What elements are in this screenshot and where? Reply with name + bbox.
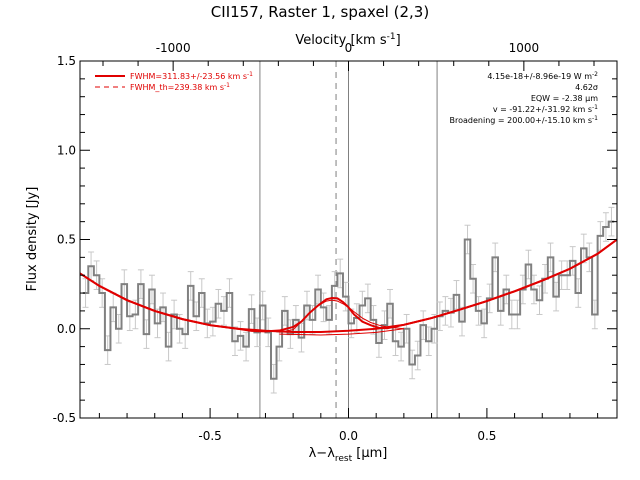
- y-tick-label: 1.0: [57, 143, 76, 157]
- plot-axes: [79, 60, 618, 419]
- x-axis-label-sub: rest: [335, 454, 353, 464]
- top-tick-label: 0: [345, 41, 353, 55]
- legend-entry-fwhm-sup: -1: [247, 71, 253, 78]
- tick-labels: -0.5 0.0 0.5 -1000 0 1000 -0.5 0.0 0.5 1.0 1.5: [53, 41, 540, 443]
- fit-total-curve: [79, 238, 618, 333]
- annotation-line-flux: 4.15e-18+/-8.96e-19 W m-2: [487, 71, 598, 81]
- y-tick-label: 1.5: [57, 54, 76, 68]
- x-tick-label: 0.5: [477, 429, 496, 443]
- annotation-significance: 4.62σ: [575, 83, 598, 92]
- chart-title: CII157, Raster 1, spaxel (2,3): [211, 3, 429, 21]
- annotation-line-flux-main: 4.15e-18+/-8.96e-19 W m: [487, 72, 592, 81]
- legend-entry-fwhm: FWHM=311.83+/-23.56 km s-1: [130, 71, 253, 81]
- top-axis-label-end: ]: [396, 33, 401, 48]
- x-axis-label-main: λ−λ: [309, 446, 336, 461]
- annotation-line-flux-sup: -2: [592, 71, 598, 78]
- annotation-broadening: Broadening = 200.00+/-15.10 km s-1: [450, 115, 599, 125]
- legend-entry-fwhm-main: FWHM=311.83+/-23.56 km s: [130, 72, 247, 81]
- reference-lines: [259, 61, 438, 418]
- annotation-eqw-main: EQW = -2.38 μm: [531, 94, 598, 103]
- annotation-velocity-main: v = -91.22+/-31.92 km s: [493, 105, 592, 114]
- top-axis-label-main: Velocity [km s: [295, 33, 387, 48]
- y-axis-label: Flux density [Jy]: [25, 187, 40, 292]
- x-tick-label: -0.5: [198, 429, 221, 443]
- top-axis-label: Velocity [km s-1]: [295, 32, 400, 48]
- top-tick-label: -1000: [156, 41, 191, 55]
- annotation-velocity: v = -91.22+/-31.92 km s-1: [493, 104, 598, 114]
- y-tick-label: -0.5: [53, 411, 76, 425]
- annotation-significance-main: 4.62σ: [575, 83, 598, 92]
- legend: FWHM=311.83+/-23.56 km s-1 FWHM_th=239.3…: [95, 71, 253, 92]
- x-axis-label: λ−λrest [μm]: [309, 446, 388, 464]
- fit-curves: [79, 238, 618, 336]
- legend-entry-fwhm-th: FWHM_th=239.38 km s-1: [130, 82, 230, 92]
- x-axis-label-unit: [μm]: [352, 446, 387, 461]
- data-histogram: [82, 220, 615, 380]
- annotation-eqw: EQW = -2.38 μm: [531, 94, 598, 103]
- data-step-line: [82, 220, 615, 380]
- x-tick-label: 0.0: [339, 429, 358, 443]
- legend-entry-fwhm-th-main: FWHM_th=239.38 km s: [130, 83, 224, 92]
- legend-entry-fwhm-th-sup: -1: [224, 82, 230, 89]
- annotation-broadening-main: Broadening = 200.00+/-15.10 km s: [450, 116, 593, 125]
- annotation-broadening-sup: -1: [592, 115, 598, 122]
- annotation-velocity-sup: -1: [592, 104, 598, 111]
- y-tick-label: 0.5: [57, 233, 76, 247]
- fit-floor-curve: [279, 328, 404, 336]
- top-tick-label: 1000: [509, 41, 540, 55]
- y-tick-label: 0.0: [57, 322, 76, 336]
- top-axis-label-sup: -1: [387, 32, 396, 42]
- fit-annotations: 4.15e-18+/-8.96e-19 W m-2 4.62σ EQW = -2…: [450, 71, 599, 125]
